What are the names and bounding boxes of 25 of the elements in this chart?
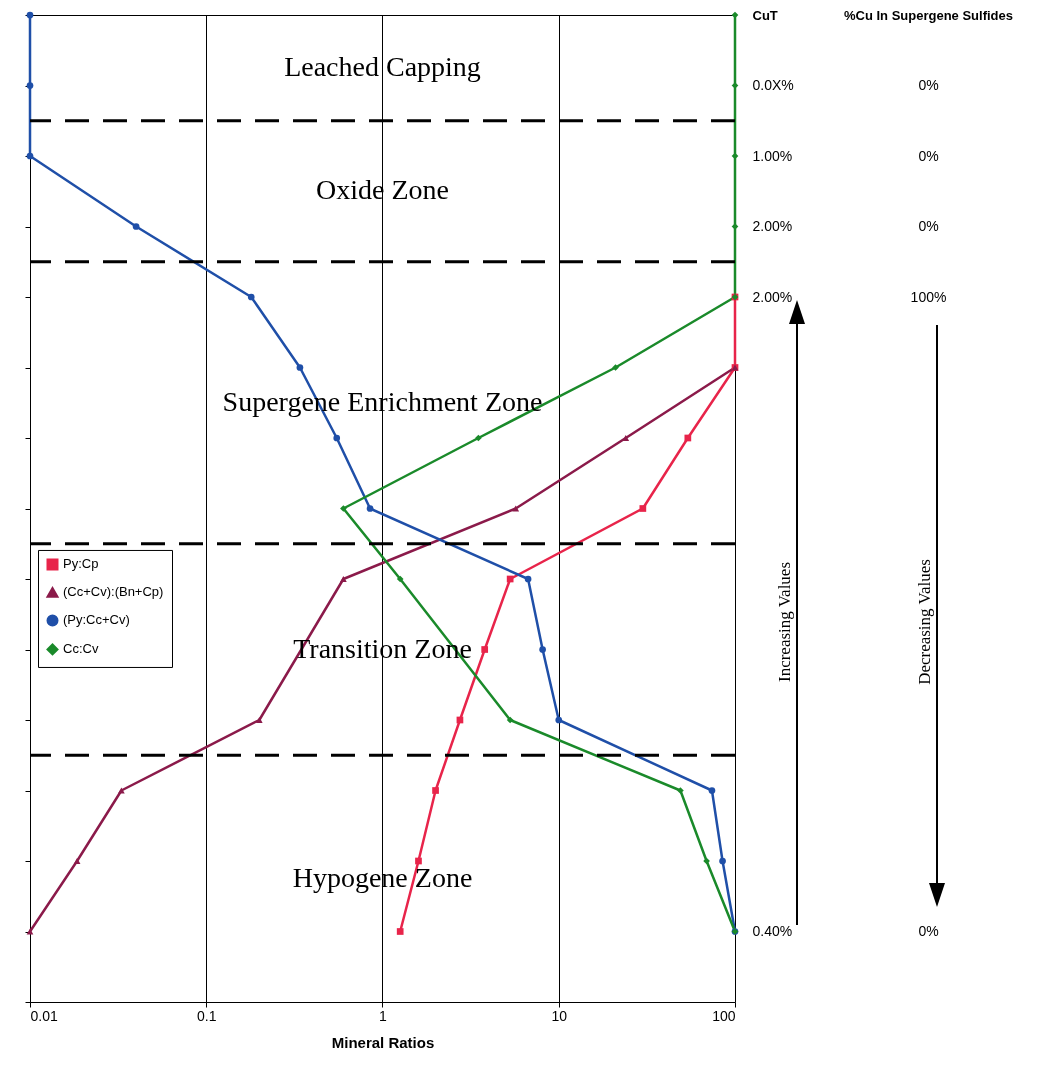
y-axis-title: CuT [752,7,778,23]
text: Increasing Values [775,561,795,683]
annotation: Leached Capping [284,50,481,82]
y-tick-label: 1.00% [752,147,793,164]
legend-label: (Cc+Cv):(Bn+Cp) [63,584,164,600]
y-tick-label: 0.40% [752,923,793,939]
legend-label: Cc:Cv [63,641,99,657]
legend-label: (Py:Cc+Cv) [63,612,130,628]
y-tick-label: 2.00% [752,218,793,234]
x-tick-label: 0.01 [30,1007,58,1024]
x-axis-title: Mineral Ratios [331,1033,435,1051]
y2-tick-label: 0% [918,923,939,939]
x-tick-label: 10 [551,1007,568,1024]
x-tick-label: 100 [712,1007,736,1024]
y2-axis-title: %Cu In Supergene Sulfides [843,7,1014,23]
y2-tick-label: 0% [918,147,939,164]
y2-tick-label: 0% [918,77,939,93]
legend-label: Py:Cp [63,556,99,572]
y-tick-label: 0.0X% [752,77,794,93]
y2-tick-label: 0% [918,218,939,234]
y2-tick-label: 100% [910,288,947,305]
text: Decreasing Values [915,559,935,685]
x-tick-label: 0.1 [197,1007,217,1024]
y-tick-label: 2.00% [752,288,793,305]
x-tick-label: 1 [379,1007,388,1024]
